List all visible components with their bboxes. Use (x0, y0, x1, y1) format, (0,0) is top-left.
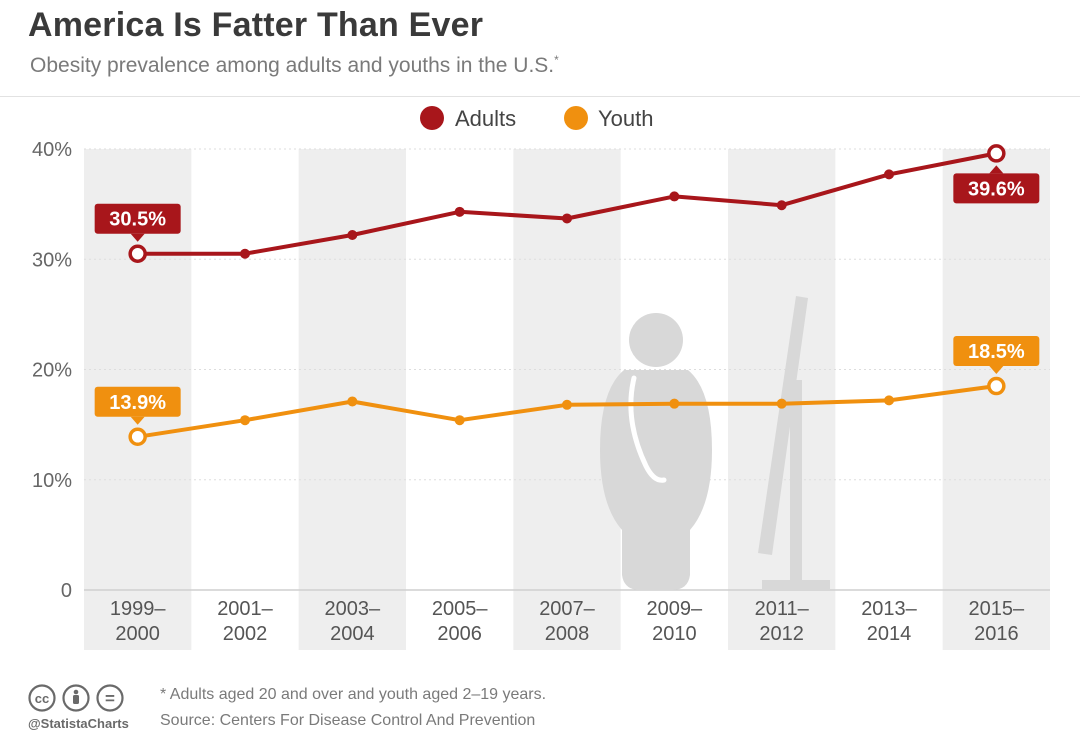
x-tick-label: 1999– (110, 598, 166, 620)
youth-point (669, 398, 680, 409)
youth-point (240, 415, 250, 426)
person-head-shape (629, 313, 683, 367)
legend: Adults Youth (420, 106, 653, 131)
x-tick-label: 2004 (330, 623, 375, 645)
category-band (513, 149, 621, 650)
y-tick-label: 40% (32, 139, 72, 161)
chart-title: America Is Fatter Than Ever (28, 6, 484, 44)
youth-point (776, 398, 787, 409)
adults-point (454, 206, 465, 217)
mirror-base-shape (762, 580, 830, 590)
youth-point (884, 395, 894, 406)
adults-point (884, 169, 894, 180)
attribution-icon (62, 684, 90, 712)
youth-point (562, 399, 572, 410)
data-label-pointer (989, 165, 1004, 174)
youth-end-marker (128, 427, 147, 447)
data-label-pointer (130, 233, 145, 242)
x-tick-label: 2005– (432, 598, 488, 620)
x-tick-label: 2001– (217, 598, 273, 620)
adults-legend-swatch (420, 106, 444, 130)
adults-end-marker (128, 244, 147, 263)
adults-data-label: 30.5% (94, 203, 181, 242)
x-tick-label: 2014 (867, 623, 912, 645)
y-tick-label: 30% (32, 249, 72, 271)
adults-point (562, 213, 572, 224)
x-tick-label: 2008 (545, 623, 590, 645)
adults-point (776, 200, 787, 211)
chart-subtitle: Obesity prevalence among adults and yout… (30, 53, 559, 78)
x-tick-label: 2006 (437, 623, 482, 645)
adults-point (240, 248, 250, 259)
y-axis: 0 10% 20% 30% 40% (32, 139, 72, 602)
x-tick-label: 2000 (115, 623, 160, 645)
adults-end-marker (987, 144, 1006, 163)
source-note: Source: Centers For Disease Control And … (160, 712, 536, 729)
creative-commons-icon: cc (28, 684, 56, 712)
data-label-text: 39.6% (968, 178, 1025, 200)
x-tick-label: 2011– (755, 598, 810, 620)
footnote-mark: * (554, 53, 559, 67)
x-tick-label: 2009– (647, 598, 703, 620)
adults-legend-label: Adults (455, 106, 516, 131)
license-icons: cc = (28, 684, 124, 712)
x-tick-label: 2013– (861, 598, 917, 620)
y-tick-label: 20% (32, 360, 72, 382)
data-label-box (94, 386, 181, 417)
adults-point (347, 229, 358, 240)
gridlines (84, 148, 1050, 591)
data-label-pointer (130, 416, 145, 425)
y-tick-label: 0 (61, 580, 72, 602)
x-tick-label: 2010 (652, 623, 697, 645)
youth-end-marker (987, 376, 1006, 396)
data-label-pointer (989, 366, 1004, 375)
equals-sign: = (105, 689, 115, 708)
data-label-box (953, 173, 1040, 204)
youth-legend-label: Youth (598, 106, 653, 131)
x-tick-label: 2012 (759, 623, 804, 645)
chart-subtitle-text: Obesity prevalence among adults and yout… (30, 54, 555, 77)
scale-illustration (600, 296, 830, 590)
x-tick-label: 2007– (539, 598, 595, 620)
youth-data-label: 13.9% (94, 386, 181, 425)
adults-data-label: 39.6% (953, 165, 1040, 204)
youth-point (347, 396, 358, 407)
mirror-pole-shape (790, 380, 802, 580)
data-label-box (94, 203, 181, 234)
data-label-text: 18.5% (968, 341, 1025, 363)
youth-point (454, 415, 465, 426)
cc-letters: cc (35, 691, 49, 706)
adults-point (669, 191, 680, 202)
brand-handle: @StatistaCharts (28, 716, 129, 731)
y-tick-label: 10% (32, 470, 72, 492)
series-points (128, 144, 1006, 447)
category-band (942, 149, 1050, 650)
data-label-box (953, 336, 1040, 367)
no-derivatives-icon: = (96, 684, 124, 712)
x-axis: 1999– 2000 2001– 2002 2003– 2004 2005– 2006 2007… (110, 598, 1025, 645)
footnote: * Adults aged 20 and over and youth aged… (160, 686, 547, 703)
x-tick-label: 2003– (325, 598, 381, 620)
data-labels: 30.5% 39.6% 13.9% 18.5% (94, 165, 1040, 425)
youth-legend-swatch (564, 106, 588, 130)
data-label-text: 30.5% (109, 209, 166, 231)
data-label-text: 13.9% (109, 392, 166, 414)
youth-data-label: 18.5% (953, 336, 1040, 375)
mirror-shape (758, 296, 808, 555)
header-divider (0, 96, 1080, 97)
x-tick-label: 2015– (969, 598, 1025, 620)
x-tick-label: 2002 (223, 623, 268, 645)
x-tick-label: 2016 (974, 623, 1019, 645)
person-arm-shape (628, 375, 667, 483)
